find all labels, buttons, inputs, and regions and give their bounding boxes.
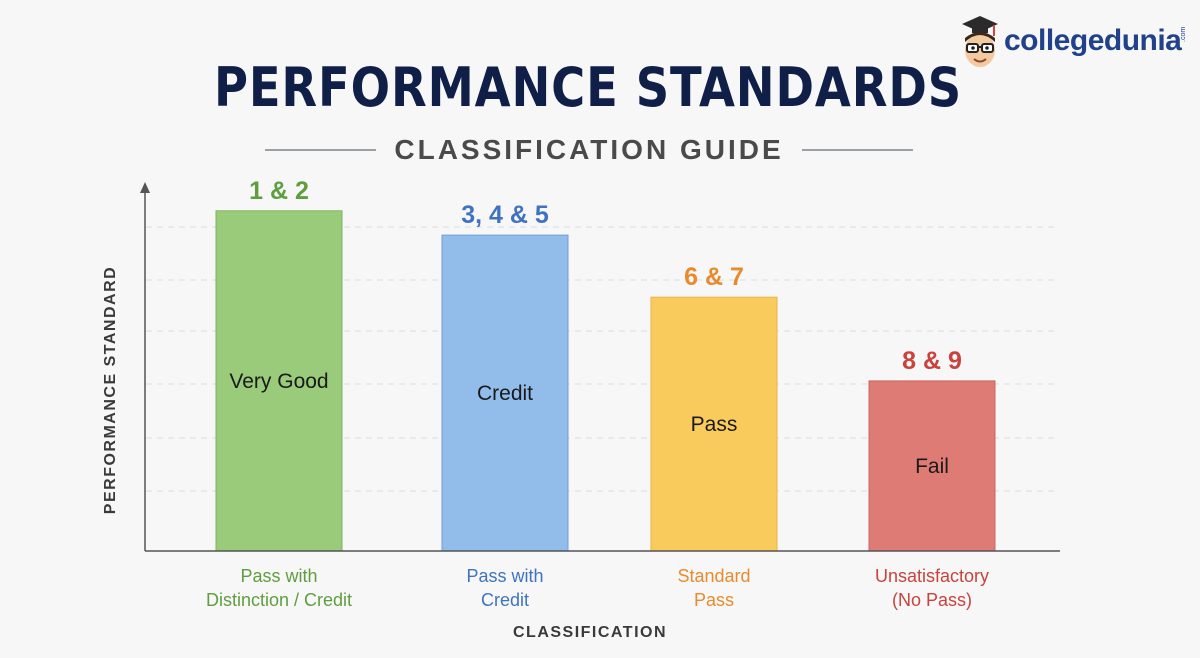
x-tick-label: Distinction / Credit	[206, 590, 352, 610]
brand-logo: collegedunia .com	[956, 14, 1188, 76]
x-tick-label: Pass with	[466, 566, 543, 586]
mascot-icon	[962, 16, 998, 67]
bar-inner-label: Fail	[915, 455, 949, 478]
subtitle-rule-left	[265, 149, 377, 151]
bar-group: 6 & 7 Pass Standard Pass	[650, 263, 778, 610]
x-tick-label: Pass	[694, 590, 734, 610]
bar-inner-label: Credit	[477, 382, 533, 405]
x-tick-label: Pass with	[240, 566, 317, 586]
x-axis-label: CLASSIFICATION	[512, 624, 668, 641]
bar-group: 3, 4 & 5 Credit Pass with Credit	[441, 201, 569, 610]
bar-top-label: 6 & 7	[684, 263, 744, 291]
gridlines	[146, 226, 1055, 492]
bar	[868, 380, 996, 552]
y-axis-arrow-icon	[140, 182, 150, 193]
bar-top-label: 1 & 2	[249, 177, 309, 205]
x-tick-label: (No Pass)	[892, 590, 972, 610]
bar-top-label: 8 & 9	[902, 347, 962, 375]
x-tick-label: Standard	[677, 566, 750, 586]
bar-inner-label: Pass	[691, 413, 738, 436]
bars: 1 & 2 Very Good Pass with Distinction / Cre…	[206, 177, 996, 610]
brand-name: collegedunia	[1004, 24, 1182, 57]
bar-inner-label: Very Good	[229, 370, 328, 393]
x-tick-label: Credit	[481, 590, 529, 610]
bar-top-label: 3, 4 & 5	[461, 201, 549, 229]
bar-group: 1 & 2 Very Good Pass with Distinction / Cre…	[206, 177, 352, 610]
x-tick-label: Unsatisfactory	[875, 566, 989, 586]
y-axis-label: PERFORMANCE STANDARD	[102, 265, 119, 515]
subtitle-row: CLASSIFICATION GUIDE	[265, 130, 914, 170]
bar	[441, 234, 569, 552]
subtitle-rule-right	[801, 149, 914, 151]
chart-title: PERFORMANCE STANDARDS	[213, 56, 963, 119]
bar	[650, 296, 778, 552]
bar-group: 8 & 9 Fail Unsatisfactory (No Pass)	[868, 347, 996, 610]
axes	[140, 182, 1060, 552]
bar	[215, 210, 343, 552]
chart-subtitle: CLASSIFICATION GUIDE	[394, 134, 784, 165]
